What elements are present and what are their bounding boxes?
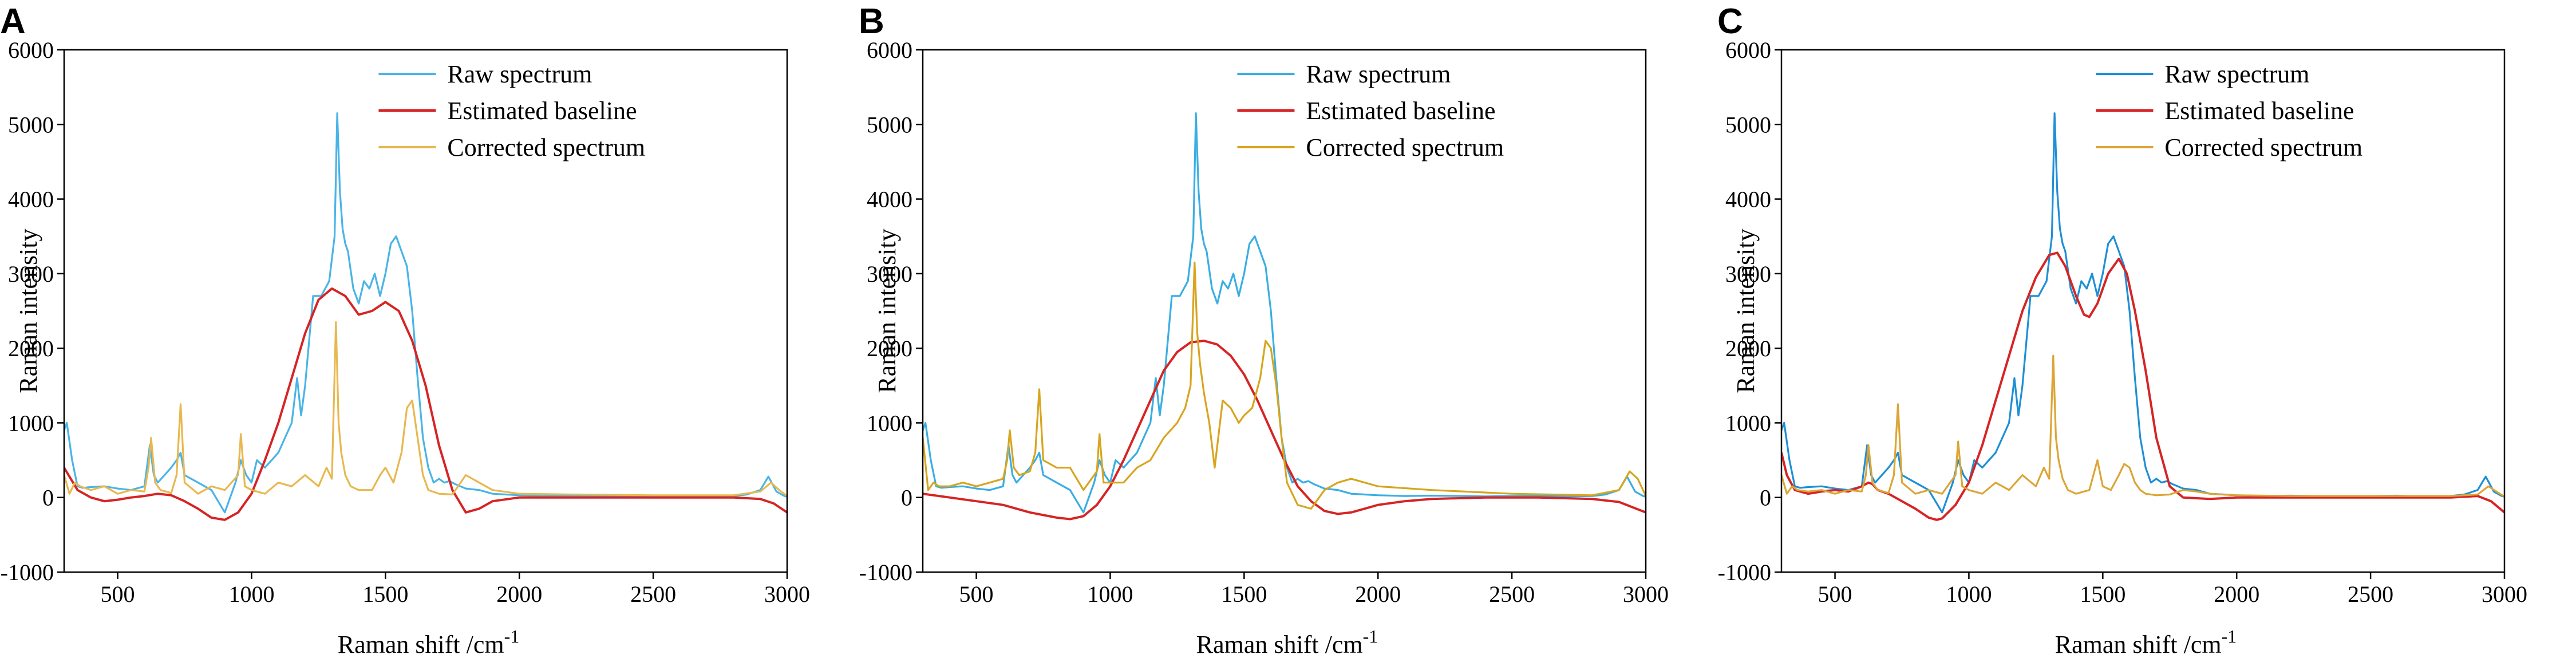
series-group: [64, 112, 787, 521]
y-tick-label: 6000: [867, 37, 912, 63]
x-tick-label: 2000: [1355, 581, 1401, 607]
series-line-corrected-spectrum: [1781, 354, 2504, 498]
y-tick-label: 4000: [1725, 187, 1771, 212]
y-tick-label: 1000: [1725, 410, 1771, 436]
plot-area: [923, 112, 1646, 521]
plot-area: [64, 112, 787, 521]
y-axis-title: Raman intensity: [14, 228, 42, 393]
y-tick-label: 0: [42, 485, 54, 511]
legend: Raw spectrum Estimated baseline Corrected …: [378, 60, 645, 161]
y-tick-label: 6000: [1725, 37, 1771, 63]
y-tick-label: 6000: [8, 37, 54, 63]
x-axis-title-main: Raman shift /cm: [338, 631, 504, 658]
x-tick-label: 1500: [1221, 581, 1267, 607]
y-tick-label: 3000: [8, 261, 54, 287]
x-tick-label: 1000: [1087, 581, 1133, 607]
chart-svg-a: A -1000 0 1000 2000 3000 4000 5000 6000 500 1000 15…: [0, 2, 810, 658]
legend-label: Estimated baseline: [2164, 97, 2354, 125]
y-tick-label: 4000: [8, 187, 54, 212]
x-axis-title-superscript: -1: [2222, 626, 2237, 647]
axes-frame: [922, 49, 1647, 573]
x-tick-label: 1500: [362, 581, 408, 607]
y-tick-label: 1000: [8, 410, 54, 436]
y-axis-title: Raman intensity: [873, 228, 901, 393]
series-line-estimated-baseline: [1781, 251, 2504, 521]
chart-panel-b: B -1000 0 1000 2000 3000 4000 5000 6000 500 1000 15…: [859, 0, 1717, 658]
legend-label: Raw spectrum: [447, 60, 592, 88]
x-tick-label: 3000: [1623, 581, 1669, 607]
series-line-estimated-baseline: [64, 287, 787, 521]
y-tick-label: 0: [1760, 485, 1771, 511]
y-tick-label: 3000: [1725, 261, 1771, 287]
x-tick-label: 3000: [764, 581, 810, 607]
y-tick-label: -1000: [1, 560, 54, 585]
series-line-corrected-spectrum: [64, 321, 787, 497]
panel-letter: B: [859, 2, 884, 41]
x-tick-label: 1500: [2080, 581, 2125, 607]
panel-letter: C: [1717, 2, 1743, 41]
y-tick-label: 1000: [867, 410, 912, 436]
legend-label: Corrected spectrum: [1306, 133, 1504, 161]
y-tick-label: 3000: [867, 261, 912, 287]
y-tick-label: 0: [901, 485, 912, 511]
y-tick-label: 2000: [867, 336, 912, 361]
legend-label: Raw spectrum: [2164, 60, 2309, 88]
x-tick-label: 3000: [2482, 581, 2527, 607]
x-axis-title-main: Raman shift /cm: [2055, 631, 2222, 658]
legend: Raw spectrum Estimated baseline Corrected …: [1237, 60, 1504, 161]
chart-panel-a: A -1000 0 1000 2000 3000 4000 5000 6000 500 1000 15…: [0, 0, 859, 658]
x-tick-label: 1000: [1946, 581, 1992, 607]
legend-label: Estimated baseline: [1306, 97, 1495, 125]
x-tick-label: 500: [101, 581, 135, 607]
x-tick-label: 2500: [1489, 581, 1535, 607]
x-axis-title-main: Raman shift /cm: [1196, 631, 1363, 658]
series-group: [1781, 112, 2504, 521]
y-axis-title: Raman intensity: [1732, 228, 1760, 393]
legend-label: Corrected spectrum: [2164, 133, 2362, 161]
panel-letter: A: [0, 2, 26, 41]
legend-label: Estimated baseline: [447, 97, 637, 125]
y-tick-label: 4000: [867, 187, 912, 212]
legend-label: Raw spectrum: [1306, 60, 1451, 88]
x-axis-title: Raman shift /cm-1: [2055, 626, 2237, 658]
series-line-raw-spectrum: [1781, 112, 2504, 514]
plot-area: [1781, 112, 2504, 521]
y-tick-label: -1000: [1718, 560, 1771, 585]
y-tick-label: 2000: [8, 336, 54, 361]
x-axis-title: Raman shift /cm-1: [1196, 626, 1378, 658]
series-line-raw-spectrum: [64, 112, 787, 514]
series-line-corrected-spectrum: [923, 261, 1646, 510]
y-tick-label: 5000: [867, 112, 912, 137]
x-axis-title: Raman shift /cm-1: [338, 626, 520, 658]
x-tick-label: 500: [1818, 581, 1852, 607]
series-line-estimated-baseline: [923, 340, 1646, 521]
y-tick-label: 5000: [8, 112, 54, 137]
x-tick-label: 2000: [2214, 581, 2259, 607]
x-axis-title-superscript: -1: [1363, 626, 1378, 647]
x-tick-label: 2000: [496, 581, 542, 607]
axes-frame: [1780, 49, 2506, 573]
chart-panel-c: C -1000 0 1000 2000 3000 4000 5000 6000 500 1000 15…: [1717, 0, 2576, 658]
y-tick-label: -1000: [859, 560, 912, 585]
chart-svg-b: B -1000 0 1000 2000 3000 4000 5000 6000 500 1000 15…: [859, 2, 1669, 658]
legend-label: Corrected spectrum: [447, 133, 645, 161]
chart-svg-c: C -1000 0 1000 2000 3000 4000 5000 6000 500 1000 15…: [1717, 2, 2527, 658]
x-tick-label: 500: [959, 581, 994, 607]
axes-frame: [63, 49, 788, 573]
x-axis-title-superscript: -1: [504, 626, 520, 647]
series-group: [923, 112, 1646, 521]
y-tick-label: 2000: [1725, 336, 1771, 361]
x-tick-label: 2500: [2348, 581, 2393, 607]
legend: Raw spectrum Estimated baseline Corrected …: [2096, 60, 2362, 161]
x-tick-label: 2500: [630, 581, 676, 607]
y-tick-label: 5000: [1725, 112, 1771, 137]
x-tick-label: 1000: [228, 581, 274, 607]
